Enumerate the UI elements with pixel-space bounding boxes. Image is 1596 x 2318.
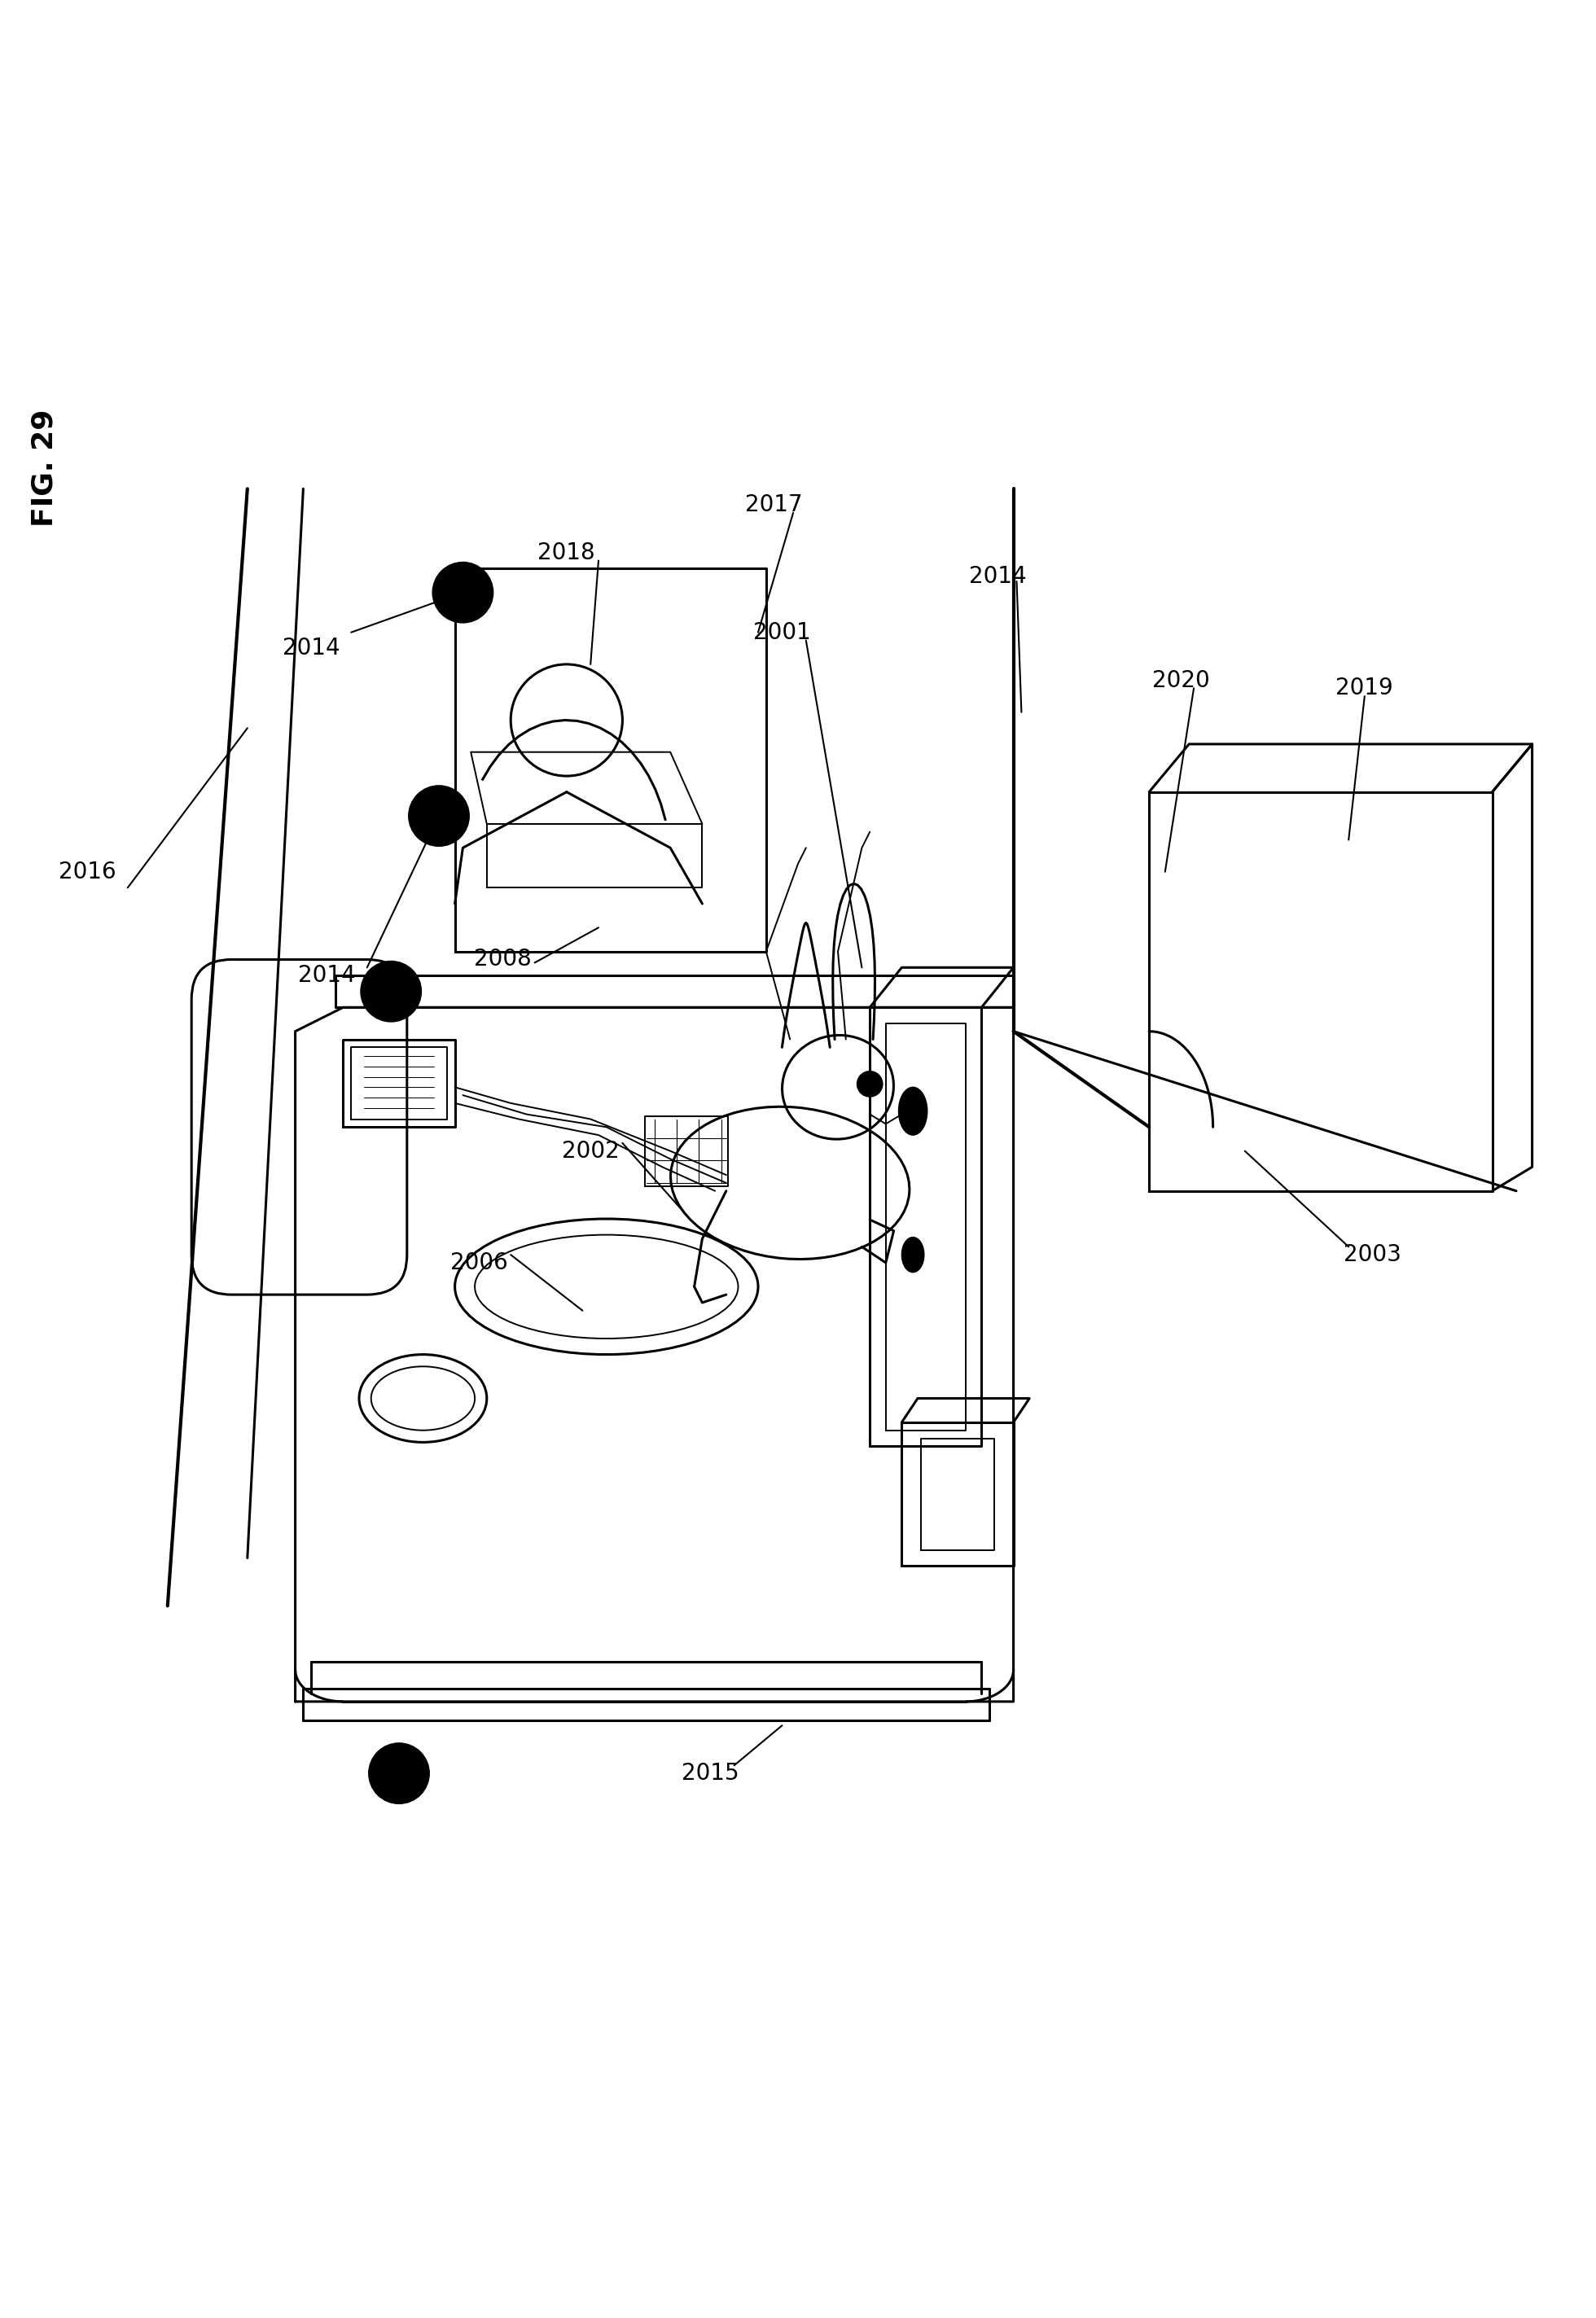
Text: 2017: 2017	[745, 494, 803, 517]
Circle shape	[433, 563, 493, 624]
Text: 2016: 2016	[59, 860, 117, 883]
Text: 2008: 2008	[474, 948, 531, 971]
Text: 2003: 2003	[1344, 1242, 1401, 1266]
Circle shape	[361, 962, 421, 1022]
Circle shape	[369, 1743, 429, 1803]
Text: 2006: 2006	[450, 1252, 508, 1275]
Text: 2014: 2014	[298, 964, 356, 987]
Ellipse shape	[899, 1087, 927, 1136]
Text: 2002: 2002	[562, 1140, 619, 1161]
Ellipse shape	[902, 1238, 924, 1273]
Text: 2014: 2014	[282, 637, 340, 661]
Circle shape	[857, 1071, 883, 1096]
Text: 2020: 2020	[1152, 670, 1210, 691]
Text: 2018: 2018	[538, 540, 595, 563]
Text: FIG. 29: FIG. 29	[30, 408, 59, 526]
Text: 2001: 2001	[753, 621, 811, 644]
Text: 2014: 2014	[969, 566, 1026, 589]
Text: 2019: 2019	[1336, 677, 1393, 700]
Text: 2015: 2015	[681, 1762, 739, 1785]
Circle shape	[409, 786, 469, 846]
